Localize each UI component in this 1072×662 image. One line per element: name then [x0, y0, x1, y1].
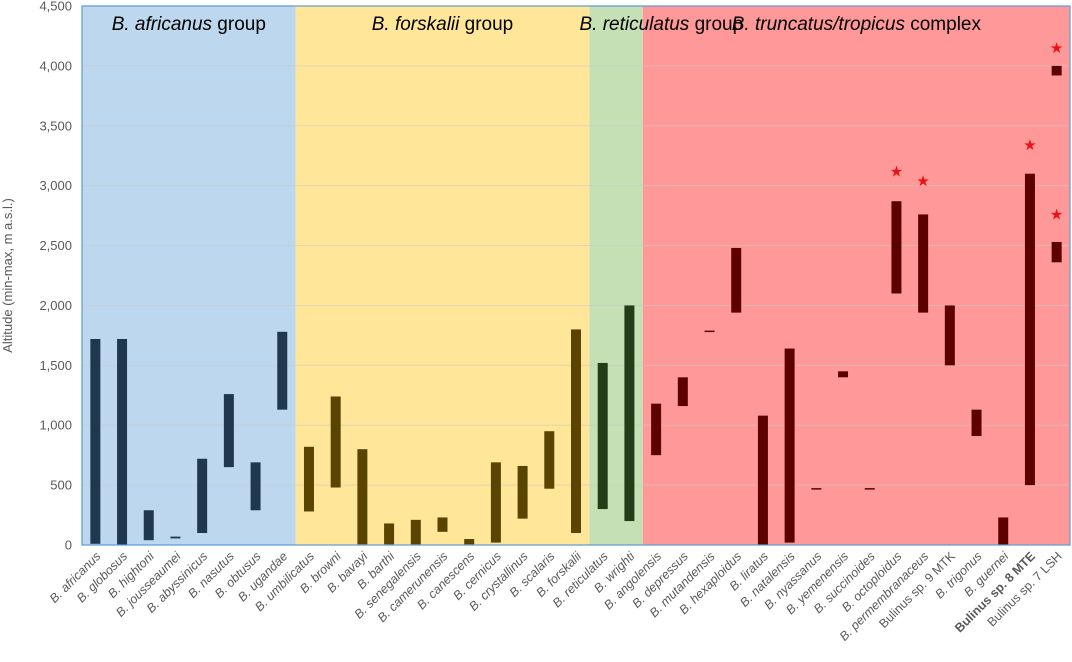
- range-bar-b-permembranaceus: [918, 214, 929, 313]
- range-bar-b-guernei: [998, 517, 1009, 545]
- y-tick-label: 500: [50, 478, 72, 493]
- range-bar-b-trigonus: [971, 409, 982, 437]
- star-marker: ★: [1050, 206, 1063, 223]
- range-bar-b-camerunensis: [437, 517, 448, 532]
- star-marker: ★: [890, 163, 903, 180]
- range-bar-bulinus-sp-7-lsh: [1051, 241, 1062, 263]
- range-bar-b-depressus: [677, 377, 688, 407]
- range-bar-b-hightoni: [143, 510, 154, 541]
- y-axis-ticks: 0 500 1,000 1,500 2,000 2,500 3,000 3,500 4,000 4…: [39, 0, 72, 553]
- y-tick-label: 2,000: [39, 298, 72, 313]
- range-bar-b-nyassanus: [811, 488, 822, 490]
- range-bar-b-cernicus: [490, 462, 501, 543]
- range-bar-b-liratus: [757, 415, 768, 545]
- range-bar-b-umbilicatus: [303, 446, 314, 512]
- range-bar-b-forskalii: [571, 329, 581, 534]
- group-title-2: B. forskalii group: [372, 14, 514, 35]
- group-background-4: [642, 6, 1070, 545]
- range-bar-b-wrighti: [624, 305, 635, 522]
- range-bar-b-hexaploidus: [731, 247, 742, 313]
- range-bar-b-africanus: [90, 338, 101, 544]
- range-bar-b-nasutus: [223, 394, 234, 468]
- y-tick-label: 1,000: [39, 418, 72, 433]
- star-markers: ★ ★ ★ ★ ★: [890, 40, 1064, 223]
- range-bar-b-natalensis: [784, 348, 795, 543]
- y-axis-label: Altitude (min-max, m a.s.l.): [0, 198, 15, 353]
- group-titles: B. africanus group B. forskalii group B. r…: [112, 14, 982, 35]
- group-background-2: [295, 6, 590, 545]
- range-bar-bulinus-sp-8-mte: [1024, 173, 1035, 486]
- range-bar-b-browni: [330, 396, 341, 488]
- range-bar-b-mutandensis: [704, 330, 715, 333]
- plot-border: [81, 5, 1071, 546]
- y-tick-label: 1,500: [39, 358, 72, 373]
- range-bar-b-obtusus: [250, 462, 261, 511]
- group-background-3: [589, 6, 643, 545]
- group-title-4: B. truncatus/tropicus complex: [732, 14, 982, 35]
- range-bars: [90, 65, 1062, 545]
- range-bar-b-ugandae: [277, 331, 288, 410]
- range-bar-b-canescens: [464, 539, 475, 545]
- y-tick-label: 0: [65, 538, 72, 553]
- range-bar-b-octoploidus: [891, 201, 902, 294]
- y-tick-label: 3,500: [39, 118, 72, 133]
- range-bar-b-abyssinicus: [197, 458, 208, 534]
- star-marker: ★: [916, 173, 929, 190]
- range-bar-b-crystallinus: [517, 465, 528, 519]
- star-marker: ★: [1050, 40, 1063, 57]
- group-title-3: B. reticulatus group: [579, 14, 743, 35]
- range-bar-bulinus-sp-9-mtk: [944, 305, 955, 366]
- y-tick-label: 4,500: [39, 0, 72, 14]
- range-bar-b-bavayi: [357, 449, 368, 545]
- range-bar-bulinus-sp-7-lsh-upper: [1051, 65, 1062, 76]
- range-bar-b-barthi: [384, 523, 395, 545]
- range-bar-b-succinoides: [864, 488, 875, 490]
- y-tick-label: 2,500: [39, 238, 72, 253]
- star-marker: ★: [1023, 137, 1036, 154]
- group-backgrounds: [82, 6, 1070, 545]
- range-bar-b-scalaris: [544, 431, 555, 489]
- range-bar-b-yemenensis: [838, 371, 849, 378]
- group-title-1: B. africanus group: [112, 14, 266, 35]
- range-bar-b-reticulatus: [597, 362, 608, 510]
- range-bar-b-jousseaumei: [170, 536, 181, 539]
- range-bar-b-angolensis: [651, 403, 662, 456]
- range-bar-b-senegalensis: [410, 519, 421, 545]
- range-bar-b-globosus: [117, 338, 128, 545]
- group-background-1: [82, 6, 296, 545]
- y-tick-label: 4,000: [39, 58, 72, 73]
- y-tick-label: 3,000: [39, 178, 72, 193]
